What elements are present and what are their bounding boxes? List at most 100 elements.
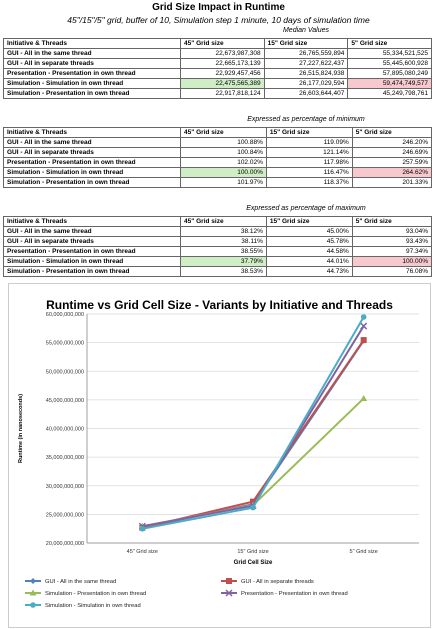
legend-marker <box>30 602 36 608</box>
value-cell: 101.97% <box>180 177 267 188</box>
table-row: GUI - All in separate threads 38.11% 45.78… <box>3 236 433 247</box>
data-table: Initiative & Threads 45" Grid size 15" Gri… <box>3 127 433 188</box>
value-cell: 117.98% <box>265 157 353 168</box>
table-row: Presentation - Presentation in own threa… <box>3 246 433 257</box>
value-cell: 116.47% <box>265 167 353 178</box>
legend-marker <box>29 589 37 596</box>
value-cell: 26,603,644,407 <box>263 88 349 99</box>
table-header-row: Initiative & Threads 45" Grid size 15" Gri… <box>3 216 433 227</box>
row-label-cell: GUI - All in separate threads <box>3 147 181 158</box>
value-cell: 22,475,565,389 <box>180 78 265 89</box>
value-cell: 57,895,080,249 <box>347 68 432 79</box>
value-cell: 38.11% <box>180 236 267 247</box>
value-cell: 22,929,457,456 <box>180 68 265 79</box>
column-header-cell: 45" Grid size <box>180 127 267 138</box>
y-tick-label: 25,000,000,000 <box>46 512 84 518</box>
value-cell: 55,445,600,928 <box>347 58 432 69</box>
table-row: GUI - All in separate threads 100.84% 121.… <box>3 147 433 158</box>
y-tick-label: 50,000,000,000 <box>46 369 84 375</box>
column-header-cell: 5" Grid size <box>351 127 433 138</box>
series-line <box>142 316 365 530</box>
data-point <box>250 504 256 511</box>
value-cell: 100.88% <box>180 137 267 148</box>
data-table: Initiative & Threads 45" Grid size 15" Gri… <box>3 216 433 277</box>
legend-marker <box>225 589 233 597</box>
value-cell: 246.20% <box>351 137 433 148</box>
row-label-cell: Simulation - Simulation in own thread <box>3 256 181 267</box>
value-cell: 76.08% <box>351 266 433 277</box>
value-cell: 38.12% <box>180 226 267 237</box>
row-label-cell: GUI - All in the same thread <box>3 48 181 59</box>
row-label-cell: Simulation - Presentation in own thread <box>3 266 181 277</box>
column-header-cell: 5" Grid size <box>351 216 433 227</box>
y-axis-title: Runtime (in nanoseconds) <box>18 394 24 463</box>
value-cell: 44.73% <box>265 266 353 277</box>
value-cell: 44.01% <box>265 256 353 267</box>
row-label-cell: GUI - All in separate threads <box>3 58 181 69</box>
row-label-cell: GUI - All in the same thread <box>3 137 181 148</box>
table-row: Simulation - Presentation in own thread 1… <box>3 177 433 188</box>
value-cell: 26,765,559,894 <box>263 48 349 59</box>
value-cell: 121.14% <box>265 147 353 158</box>
y-tick-label: 20,000,000,000 <box>46 541 84 547</box>
value-cell: 26,515,824,938 <box>263 68 349 79</box>
value-cell: 100.84% <box>180 147 267 158</box>
value-cell: 93.43% <box>351 236 433 247</box>
x-tick-label: 45" Grid size <box>127 549 158 555</box>
row-label-cell: Simulation - Presentation in own thread <box>3 88 181 99</box>
y-tick-label: 55,000,000,000 <box>46 341 84 347</box>
row-label-cell: Presentation - Presentation in own threa… <box>3 68 181 79</box>
row-label-cell: Presentation - Presentation in own threa… <box>3 157 181 168</box>
column-header-cell: 15" Grid size <box>265 127 353 138</box>
value-cell: 38.55% <box>180 246 267 257</box>
legend-label: GUI - All in separate threads <box>241 579 314 585</box>
value-cell: 97.34% <box>351 246 433 257</box>
page-title: Grid Size Impact in Runtime <box>152 2 285 13</box>
legend-label: Simulation - Simulation in own thread <box>45 603 141 609</box>
table-caption: Median Values <box>282 27 330 34</box>
legend-label: Presentation - Presentation in own threa… <box>241 591 348 597</box>
value-cell: 100.00% <box>351 256 433 267</box>
chart-title: Runtime vs Grid Cell Size - Variants by … <box>46 298 393 312</box>
table-row: GUI - All in the same thread 38.12% 45.00%… <box>3 226 433 237</box>
y-tick-label: 35,000,000,000 <box>46 455 84 461</box>
legend-label: GUI - All in the same thread <box>45 579 116 585</box>
data-table: Initiative & Threads 45" Grid size 15" Gri… <box>3 38 432 99</box>
x-axis-title: Grid Cell Size <box>234 560 273 566</box>
data-point <box>360 394 368 401</box>
runtime-line-chart: 20,000,000,000 25,000,000,000 30,000,000,0… <box>18 312 419 609</box>
row-label-cell: GUI - All in separate threads <box>3 236 181 247</box>
value-cell: 55,334,521,525 <box>347 48 432 59</box>
data-point <box>360 337 367 344</box>
y-tick-label: 40,000,000,000 <box>46 427 84 433</box>
x-tick-label: 15" Grid size <box>237 549 268 555</box>
value-cell: 22,665,173,139 <box>180 58 265 69</box>
table-caption: Expressed as percentage of maximum <box>246 205 366 212</box>
value-cell: 22,917,818,124 <box>180 88 265 99</box>
table-row: Simulation - Presentation in own thread 2… <box>3 88 432 99</box>
value-cell: 100.00% <box>180 167 267 178</box>
table-row: Simulation - Simulation in own thread 22,… <box>3 78 432 89</box>
legend-marker <box>30 578 36 584</box>
value-cell: 37.79% <box>180 256 267 267</box>
y-tick-label: 45,000,000,000 <box>46 398 84 404</box>
table-caption: Expressed as percentage of minimum <box>247 116 365 123</box>
value-cell: 27,227,622,437 <box>263 58 349 69</box>
series-line <box>142 325 365 528</box>
table-row: GUI - All in the same thread 100.88% 119.0… <box>3 137 433 148</box>
data-point <box>360 322 368 330</box>
row-label-cell: Presentation - Presentation in own threa… <box>3 246 181 257</box>
legend-label: Simulation - Presentation in own thread <box>45 591 146 597</box>
table-row: Simulation - Simulation in own thread 100… <box>3 167 433 178</box>
value-cell: 44.58% <box>265 246 353 257</box>
data-point <box>360 314 367 320</box>
table-header-row: Initiative & Threads 45" Grid size 15" Gri… <box>3 38 432 49</box>
table-row: Presentation - Presentation in own threa… <box>3 68 432 79</box>
header-label-cell: Initiative & Threads <box>3 38 181 49</box>
row-label-cell: Simulation - Simulation in own thread <box>3 78 181 89</box>
value-cell: 59,474,749,577 <box>347 78 432 89</box>
value-cell: 45.00% <box>265 226 353 237</box>
column-header-cell: 45" Grid size <box>180 216 267 227</box>
header-label-cell: Initiative & Threads <box>3 127 181 138</box>
value-cell: 246.69% <box>351 147 433 158</box>
